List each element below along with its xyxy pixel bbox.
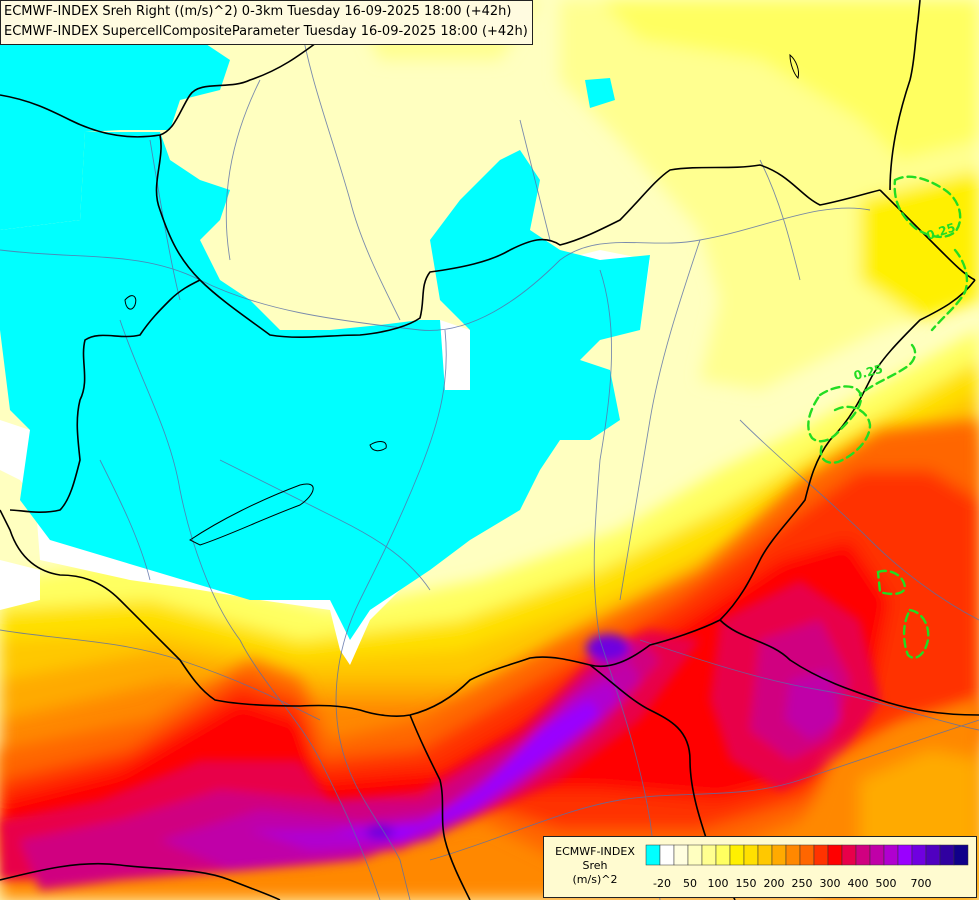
legend-swatch — [883, 844, 899, 866]
legend-swatch — [939, 844, 955, 866]
legend-tick-label: -20 — [653, 877, 671, 890]
legend-swatch — [771, 844, 787, 866]
legend-swatch — [897, 844, 913, 866]
legend-swatch — [911, 844, 927, 866]
title-line-2: ECMWF-INDEX SupercellCompositeParameter … — [4, 24, 528, 39]
legend-swatch — [785, 844, 801, 866]
legend-tick-label: 700 — [911, 877, 932, 890]
legend-tick-label: 150 — [736, 877, 757, 890]
legend-title-line-3: (m/s)^2 — [572, 873, 618, 886]
legend-swatch — [715, 844, 731, 866]
legend-swatch — [757, 844, 773, 866]
color-legend: ECMWF-INDEX Sreh (m/s)^2 -20 50 100 150 200 2… — [543, 836, 977, 898]
legend-title-line-2: Sreh — [582, 859, 608, 872]
legend-swatch — [743, 844, 759, 866]
legend-tick-label: 100 — [708, 877, 729, 890]
legend-title-line-1: ECMWF-INDEX — [555, 845, 635, 858]
lakes — [124, 53, 799, 546]
legend-tick-label: 400 — [848, 877, 869, 890]
legend-colorbar: -20 50 100 150 200 250 300 400 500 700 — [645, 844, 969, 890]
legend-swatch — [799, 844, 815, 866]
legend-swatch — [841, 844, 857, 866]
legend-swatch — [729, 844, 745, 866]
legend-swatch — [701, 844, 717, 866]
legend-swatch — [925, 844, 941, 866]
legend-tick-label: 250 — [792, 877, 813, 890]
legend-swatch — [659, 844, 675, 866]
legend-tick-label: 300 — [820, 877, 841, 890]
title-line-1: ECMWF-INDEX Sreh Right ((m/s)^2) 0-3km T… — [4, 4, 512, 19]
scp-contours — [807, 175, 969, 659]
legend-swatch — [953, 844, 969, 866]
legend-tick-label: 500 — [876, 877, 897, 890]
legend-swatch — [855, 844, 871, 866]
legend-swatch — [645, 844, 661, 866]
legend-swatch — [827, 844, 843, 866]
legend-tick-label: 50 — [683, 877, 697, 890]
legend-swatch — [673, 844, 689, 866]
legend-tick-label: 200 — [764, 877, 785, 890]
legend-swatch — [687, 844, 703, 866]
legend-swatch — [869, 844, 885, 866]
legend-title: ECMWF-INDEX Sreh (m/s)^2 — [548, 845, 642, 887]
map-title-box: ECMWF-INDEX Sreh Right ((m/s)^2) 0-3km T… — [0, 0, 533, 45]
legend-swatch — [813, 844, 829, 866]
